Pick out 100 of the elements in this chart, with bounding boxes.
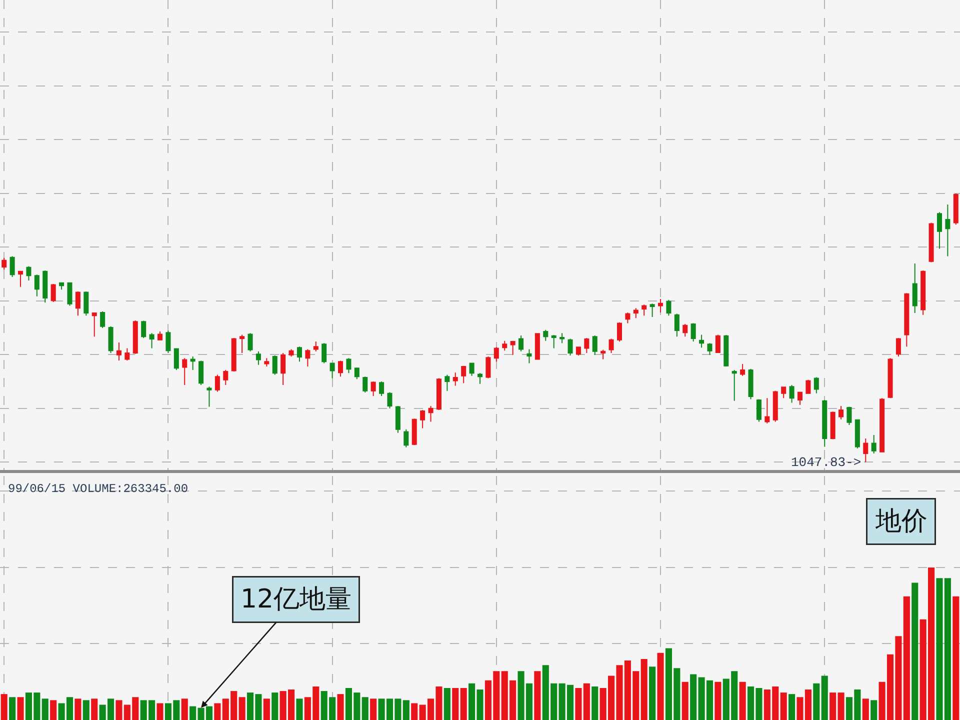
candlestick — [444, 374, 450, 392]
candlestick — [354, 367, 360, 380]
bar — [714, 682, 722, 720]
candlestick — [494, 346, 499, 362]
candlestick — [920, 270, 926, 316]
annotation: 1047.83-> — [791, 455, 862, 470]
bar — [17, 697, 24, 720]
bar — [575, 688, 582, 720]
candlestick — [732, 369, 737, 402]
candlestick — [100, 310, 106, 329]
candlestick — [26, 266, 32, 281]
bar — [870, 700, 878, 720]
candlestick — [781, 386, 786, 399]
candlestick — [682, 324, 688, 338]
candlestick — [616, 322, 622, 342]
candlestick — [699, 334, 704, 348]
text: 地价 — [874, 506, 928, 536]
candlestick — [953, 192, 958, 226]
bar — [9, 697, 16, 720]
bar — [862, 698, 869, 720]
candlestick — [370, 381, 376, 397]
candlestick — [904, 292, 910, 348]
candlestick — [256, 350, 261, 366]
candlestick — [116, 342, 122, 362]
candlestick — [888, 358, 893, 399]
candlestick — [50, 283, 56, 302]
candlestick — [198, 360, 204, 386]
candlestick — [330, 362, 335, 379]
candlestick — [313, 340, 318, 352]
candlestick — [231, 337, 236, 372]
candlestick — [551, 334, 556, 349]
candlestick — [674, 313, 680, 338]
candlestick — [568, 338, 573, 356]
candlestick — [518, 335, 524, 352]
candlestick — [379, 381, 384, 397]
candlestick — [772, 390, 778, 422]
bar — [181, 698, 188, 720]
candlestick — [338, 360, 344, 378]
candlestick — [814, 376, 819, 394]
bar — [780, 692, 787, 720]
candlestick — [880, 398, 885, 453]
candlestick — [108, 326, 114, 354]
candlestick — [59, 282, 64, 290]
bar — [411, 703, 418, 720]
candlestick — [666, 299, 672, 316]
bar — [362, 697, 368, 720]
candlestick — [272, 354, 278, 376]
candlestick — [756, 398, 762, 422]
bar — [583, 683, 590, 720]
candlestick — [486, 356, 491, 379]
bar — [788, 694, 796, 720]
bar — [452, 688, 459, 720]
candlestick — [2, 257, 7, 270]
candlestick — [928, 222, 934, 263]
candlestick — [871, 434, 876, 454]
candlestick — [724, 334, 729, 367]
candlestick — [830, 411, 836, 440]
bar — [238, 697, 246, 720]
candlestick — [477, 372, 483, 384]
bar — [272, 692, 278, 720]
candlestick — [141, 320, 146, 338]
candlestick — [84, 291, 89, 316]
candlestick — [740, 364, 746, 376]
candlestick — [854, 418, 860, 449]
candlestick — [190, 356, 196, 370]
candlestick — [502, 340, 508, 352]
bar — [649, 666, 656, 720]
candlestick — [206, 386, 212, 408]
candlestick — [18, 270, 24, 288]
candlestick — [912, 263, 918, 314]
candlestick — [420, 409, 426, 429]
candlestick — [305, 348, 310, 367]
candlestick — [642, 304, 647, 316]
candlestick — [608, 338, 614, 354]
candlestick — [633, 308, 638, 319]
candlestick — [592, 335, 598, 356]
candlestick — [174, 348, 179, 370]
candlestick — [838, 405, 844, 420]
candlestick — [280, 352, 286, 386]
candlestick — [600, 349, 606, 360]
candlestick — [715, 334, 720, 354]
candlestick — [395, 405, 400, 434]
bar — [74, 698, 82, 720]
candlestick — [936, 212, 942, 250]
candlestick — [404, 428, 409, 448]
candlestick — [461, 365, 466, 384]
candlestick — [658, 298, 664, 313]
candlestick — [436, 378, 442, 410]
candlestick — [322, 342, 327, 364]
bar — [690, 674, 697, 720]
candlestick — [248, 332, 253, 352]
candlestick — [863, 438, 868, 463]
bar — [592, 686, 598, 720]
candlestick — [560, 332, 565, 344]
candlestick — [288, 348, 294, 358]
candlestick — [789, 384, 794, 404]
bar — [263, 698, 270, 720]
annotation: 12亿地量 — [240, 584, 352, 614]
bar — [337, 694, 344, 720]
candlestick — [764, 398, 770, 424]
